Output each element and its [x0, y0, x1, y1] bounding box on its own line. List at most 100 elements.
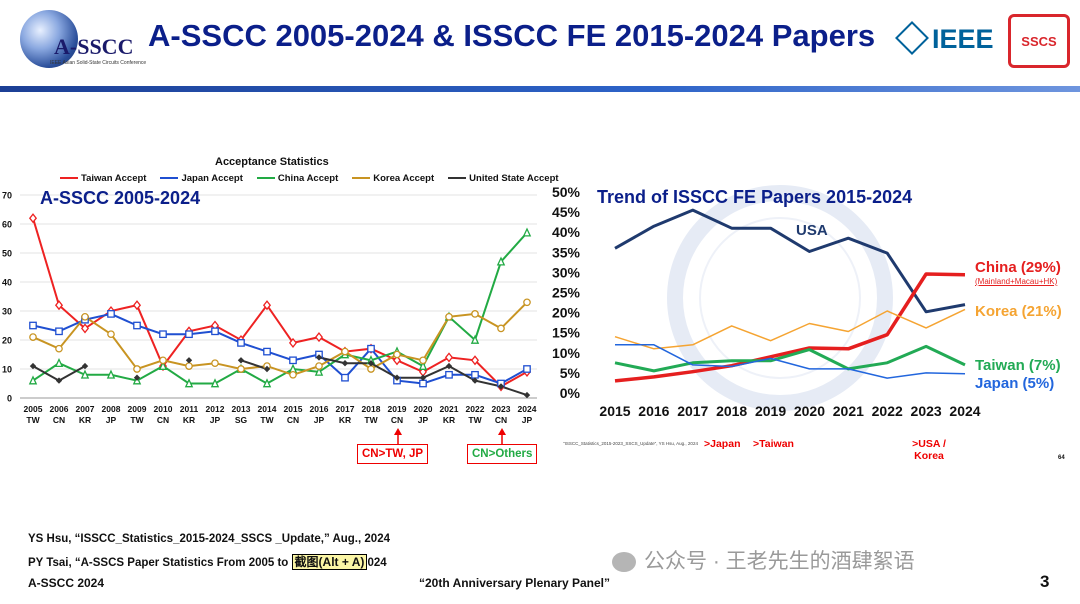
legend-swatch: [60, 177, 78, 180]
legend-item-0: Taiwan Accept: [60, 173, 146, 184]
data-point: [28, 375, 38, 385]
data-point: [106, 369, 116, 379]
y-tick-label: 40%: [552, 224, 581, 240]
y-tick-label: 70: [2, 191, 12, 201]
data-point: [211, 327, 219, 336]
series-label-0: USA: [796, 222, 828, 239]
data-point: [418, 360, 428, 370]
data-point: [159, 356, 167, 365]
data-point: [522, 227, 532, 237]
data-point: [210, 378, 220, 388]
data-point: [185, 330, 193, 339]
x-tick-region: KR: [339, 415, 351, 425]
y-tick-label: 30: [2, 307, 12, 317]
y-tick-label: 5%: [560, 365, 581, 381]
y-tick-label: 45%: [552, 204, 581, 220]
x-tick-year: 2017: [336, 404, 355, 414]
legend-item-1: Japan Accept: [160, 173, 243, 184]
data-point: [107, 330, 115, 339]
data-point: [263, 365, 271, 373]
data-point: [314, 366, 324, 376]
data-point: [237, 339, 245, 347]
legend-label: China Accept: [277, 173, 339, 184]
data-point: [419, 379, 427, 388]
data-point: [367, 360, 375, 367]
x-tick-year: 2020: [414, 404, 433, 414]
legend-swatch: [352, 177, 371, 180]
data-point: [470, 355, 480, 366]
y-tick-label: 15%: [552, 325, 581, 341]
legend-label: Japan Accept: [181, 173, 243, 184]
data-point: [288, 337, 298, 348]
x-tick-label: 2022: [872, 403, 903, 419]
legend-item-3: Korea Accept: [352, 173, 434, 184]
annotation-taiwan: >Taiwan: [753, 438, 794, 450]
data-point: [497, 383, 505, 390]
annotation-usa-korea: >USA / Korea: [912, 438, 946, 462]
data-point: [445, 312, 453, 321]
data-point: [133, 365, 141, 373]
x-tick-label: 2019: [755, 403, 786, 419]
data-point: [55, 327, 63, 336]
x-tick-region: KR: [79, 415, 91, 425]
y-tick-label: 0%: [560, 385, 581, 401]
x-tick-year: 2014: [258, 404, 277, 414]
annotation-japan: >Japan: [704, 438, 741, 450]
x-tick-region: JP: [314, 415, 325, 425]
x-tick-region: CN: [495, 415, 507, 425]
series-line-2: [614, 308, 966, 350]
series-line-0: [614, 208, 966, 314]
series-line-1: [32, 312, 528, 385]
data-point: [29, 333, 37, 341]
data-point: [471, 310, 479, 318]
x-tick-region: JP: [210, 415, 221, 425]
x-tick-region: CN: [53, 415, 65, 425]
callout-cn-tw-jp: CN>TW, JP: [357, 444, 429, 464]
x-tick-region: TW: [130, 415, 144, 425]
data-point: [367, 365, 375, 373]
y-tick-label: 0: [7, 394, 12, 404]
data-point: [497, 324, 505, 333]
data-point: [393, 350, 401, 359]
watermark: 公众号 · 王老先生的酒肆絮语: [612, 545, 915, 575]
legend-label: United State Accept: [469, 173, 559, 184]
data-point: [81, 312, 89, 321]
x-tick-region: KR: [183, 415, 195, 425]
ieee-logo: IEEE: [895, 20, 994, 55]
y-tick-label: 25%: [552, 285, 581, 301]
data-point: [315, 354, 323, 361]
data-point: [523, 298, 531, 307]
data-point: [392, 355, 402, 366]
data-point: [107, 310, 115, 318]
data-point: [523, 365, 531, 373]
x-tick-year: 2007: [76, 404, 95, 414]
legend-item-4: United State Accept: [448, 173, 559, 184]
data-point: [367, 344, 375, 353]
ieee-text: IEEE: [932, 24, 994, 54]
callout-cn-tw-jp-text: CN>TW, JP: [362, 448, 424, 460]
x-tick-year: 2016: [310, 404, 329, 414]
x-tick-region: SG: [235, 415, 248, 425]
y-tick-label: 30%: [552, 264, 581, 280]
logo-subtitle: IEEE Asian Solid-State Circuits Conferen…: [50, 60, 147, 66]
slide-title: A-SSCC 2005-2024 & ISSCC FE 2015-2024 Pa…: [148, 18, 876, 53]
sscs-logo: SSCS: [1008, 14, 1070, 68]
asscc-chart: 0102030405060702005TW2006CN2007KR2008JP2…: [2, 191, 537, 425]
data-point: [289, 370, 297, 379]
y-tick-label: 35%: [552, 244, 581, 260]
data-point: [263, 347, 271, 356]
x-tick-label: 2017: [677, 403, 708, 419]
data-point: [237, 365, 245, 373]
series-line-4: [615, 344, 966, 379]
x-tick-year: 2009: [128, 404, 147, 414]
logo-text: A-SSCC: [54, 34, 134, 59]
x-tick-year: 2018: [362, 404, 381, 414]
x-tick-label: 2016: [638, 403, 669, 419]
x-tick-region: JP: [418, 415, 429, 425]
y-tick-label: 60: [2, 220, 12, 230]
series-line-3: [614, 344, 966, 373]
legend-swatch: [160, 177, 179, 180]
data-point: [419, 374, 427, 381]
data-point: [262, 378, 272, 388]
data-point: [314, 332, 324, 343]
